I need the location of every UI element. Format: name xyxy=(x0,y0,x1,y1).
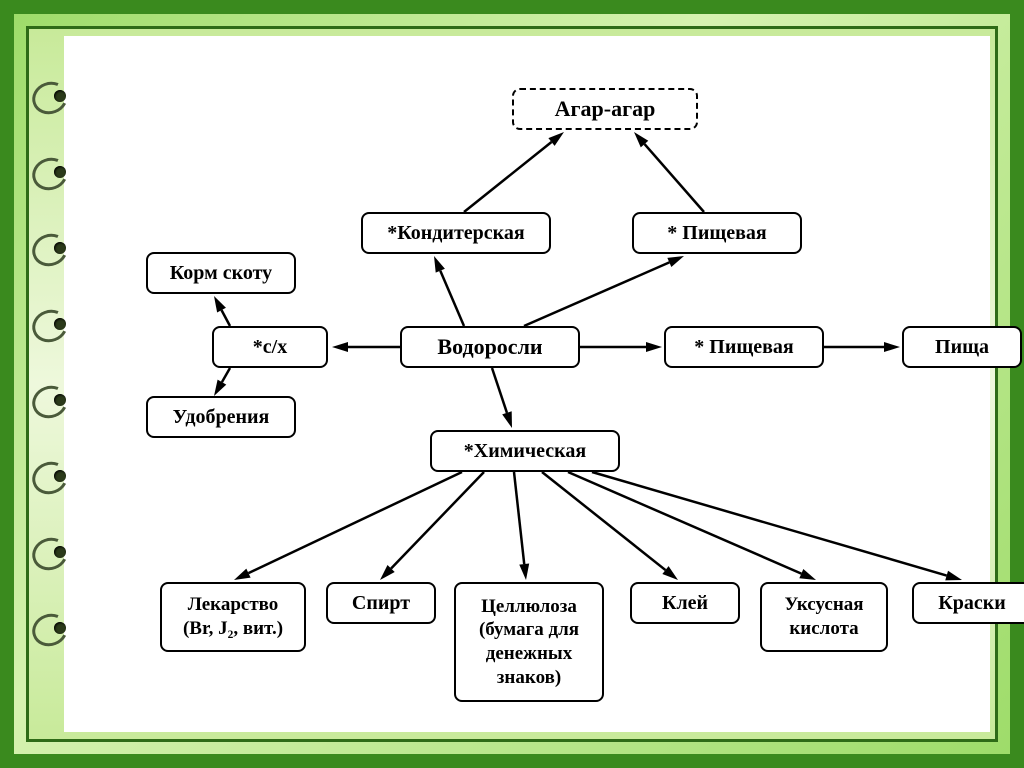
node-food: Пища xyxy=(902,326,1022,368)
node-spirit: Спирт xyxy=(326,582,436,624)
arrow xyxy=(634,132,704,212)
node-agar: Агар-агар xyxy=(512,88,698,130)
spiral-ring-icon xyxy=(30,78,66,114)
node-glue: Клей xyxy=(630,582,740,624)
arrow xyxy=(824,342,900,352)
node-cellulose: Целлюлоза (бумага для денежных знаков) xyxy=(454,582,604,702)
spiral-ring-icon xyxy=(30,534,66,570)
node-agri: *с/х xyxy=(212,326,328,368)
node-food_top: * Пищевая xyxy=(632,212,802,254)
arrow xyxy=(514,472,529,580)
diagram-canvas: Агар-агар *Кондитерская * Пищевая Корм скот… xyxy=(64,36,990,732)
spiral-ring-icon xyxy=(30,154,66,190)
node-cattle: Корм скоту xyxy=(146,252,296,294)
arrow xyxy=(492,368,512,428)
arrow xyxy=(214,296,230,326)
node-food_mid: * Пищевая xyxy=(664,326,824,368)
arrow xyxy=(234,472,462,580)
spiral-ring-icon xyxy=(30,610,66,646)
node-acetic: Уксусная кислота xyxy=(760,582,888,652)
node-medicine: Лекарство (Br, J₂, вит.) xyxy=(160,582,306,652)
arrow xyxy=(332,342,400,352)
arrow xyxy=(214,368,230,396)
spiral-ring-icon xyxy=(30,306,66,342)
node-fertilizer: Удобрения xyxy=(146,396,296,438)
arrow xyxy=(464,132,564,212)
arrow xyxy=(434,256,464,326)
node-confect: *Кондитерская xyxy=(361,212,551,254)
node-algae: Водоросли xyxy=(400,326,580,368)
spiral-ring-icon xyxy=(30,382,66,418)
arrow xyxy=(542,472,678,580)
spiral-ring-icon xyxy=(30,230,66,266)
arrow xyxy=(580,342,662,352)
arrow xyxy=(524,256,684,326)
node-paint: Краски xyxy=(912,582,1024,624)
arrow xyxy=(380,472,484,580)
arrow xyxy=(592,472,962,580)
spiral-ring-icon xyxy=(30,458,66,494)
arrow xyxy=(568,472,816,580)
node-chem: *Химическая xyxy=(430,430,620,472)
